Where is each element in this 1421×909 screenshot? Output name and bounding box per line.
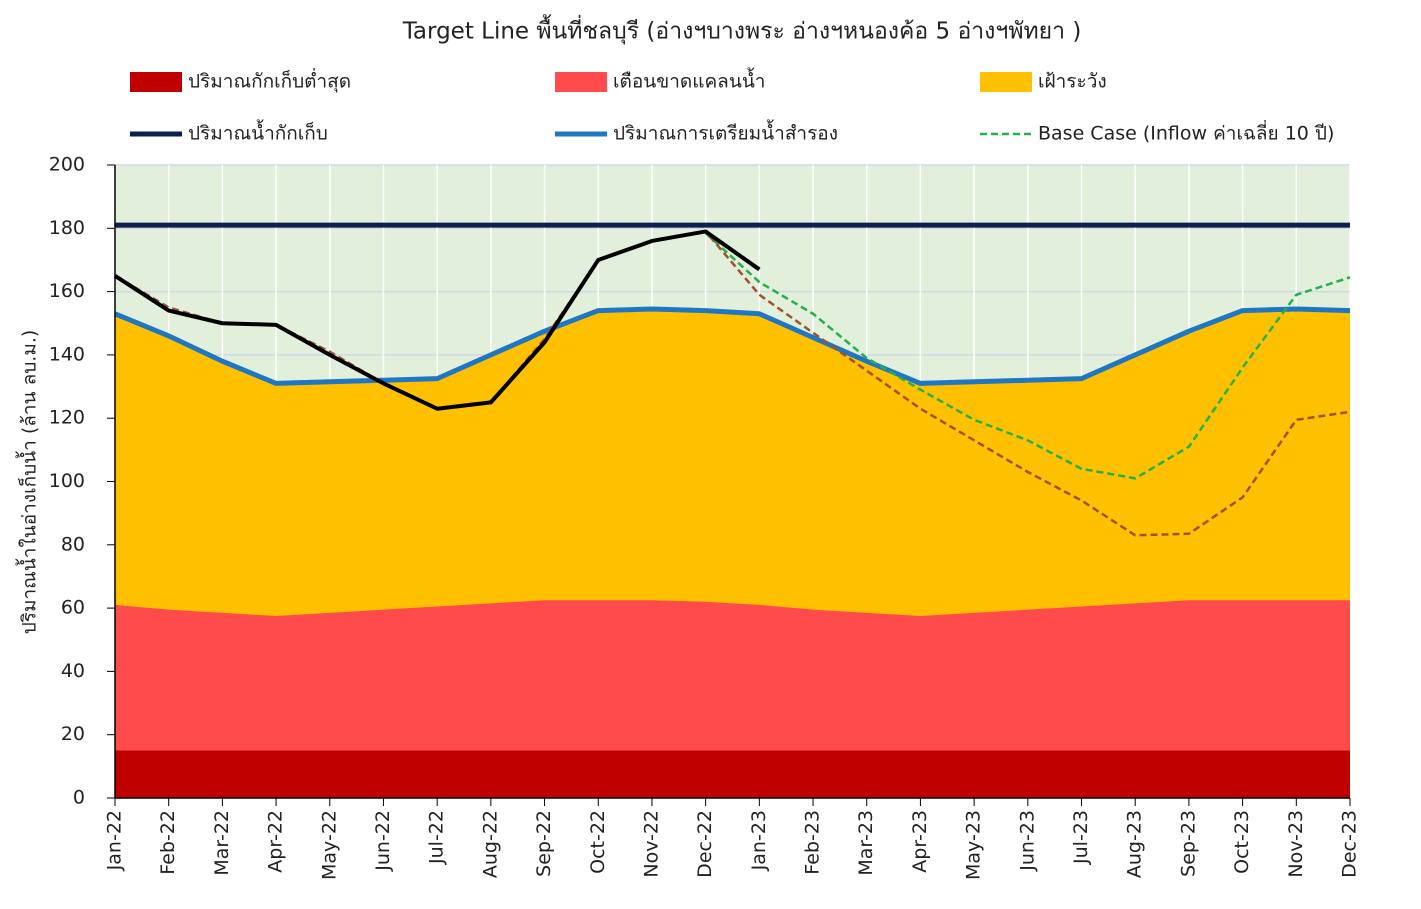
- line: [113, 229, 761, 411]
- x-tick-label: Oct-22: [587, 810, 609, 874]
- legend-label: เฝ้าระวัง: [1038, 71, 1107, 93]
- y-tick-label: 80: [61, 533, 85, 555]
- x-tick-label: Nov-23: [1285, 810, 1307, 878]
- x-tick-label: Dec-23: [1339, 810, 1361, 878]
- x-tick-label: Sep-22: [533, 810, 555, 877]
- legend-swatch: [980, 72, 1032, 92]
- x-tick-label: Aug-22: [479, 810, 501, 878]
- y-tick-label: 140: [49, 343, 85, 365]
- line: [114, 306, 1351, 386]
- legend-label: เตือนขาดแคลนน้ำ: [613, 68, 765, 93]
- y-tick-label: 180: [49, 217, 85, 239]
- area: [115, 750, 1350, 798]
- y-tick-label: 0: [73, 787, 85, 809]
- y-tick-label: 100: [49, 470, 85, 492]
- x-tick-label: Apr-22: [265, 810, 287, 873]
- legend-swatch: [555, 72, 607, 92]
- x-tick-label: May-23: [963, 810, 985, 880]
- y-axis-label: ปริมาณน้ำในอ่างเก็บน้ำ (ล้าน ลบ.ม.): [16, 330, 41, 635]
- x-tick-label: Jul-22: [426, 810, 448, 865]
- legend-label: ปริมาณน้ำกักเก็บ: [188, 120, 328, 145]
- y-tick-label: 40: [61, 660, 85, 682]
- legend-swatch: [130, 72, 182, 92]
- y-tick-label: 20: [61, 723, 85, 745]
- y-tick-label: 120: [49, 407, 85, 429]
- x-tick-label: Mar-23: [855, 810, 877, 876]
- x-tick-label: Jun-23: [1016, 810, 1038, 872]
- x-tick-label: May-22: [318, 810, 340, 880]
- chart-title: Target Line พื้นที่ชลบุรี (อ่างฯบางพระ อ…: [402, 15, 1082, 45]
- x-tick-label: Jun-22: [372, 810, 394, 872]
- x-tick-label: Nov-22: [640, 810, 662, 878]
- x-tick-label: Aug-23: [1124, 810, 1146, 878]
- x-tick-label: Apr-23: [909, 810, 931, 873]
- x-tick-label: Jan-22: [104, 810, 126, 871]
- legend-label: Base Case (Inflow ค่าเฉลี่ย 10 ปี): [1038, 120, 1334, 145]
- x-tick-label: Oct-23: [1231, 810, 1253, 874]
- y-tick-label: 160: [49, 280, 85, 302]
- x-tick-label: Feb-23: [802, 810, 824, 875]
- line: [114, 230, 1351, 537]
- x-tick-label: Feb-22: [157, 810, 179, 875]
- x-tick-label: Jan-23: [748, 810, 770, 871]
- legend-label: ปริมาณการเตรียมน้ำสำรอง: [613, 120, 838, 145]
- line: [704, 232, 1351, 480]
- area: [115, 600, 1350, 798]
- y-tick-label: 200: [49, 154, 85, 176]
- x-tick-label: Dec-22: [694, 810, 716, 878]
- x-tick-label: Sep-23: [1177, 810, 1199, 877]
- y-tick-label: 60: [61, 597, 85, 619]
- x-tick-label: Mar-22: [211, 810, 233, 876]
- legend-label: ปริมาณกักเก็บต่ำสุด: [188, 68, 351, 94]
- x-tick-label: Jul-23: [1070, 810, 1092, 865]
